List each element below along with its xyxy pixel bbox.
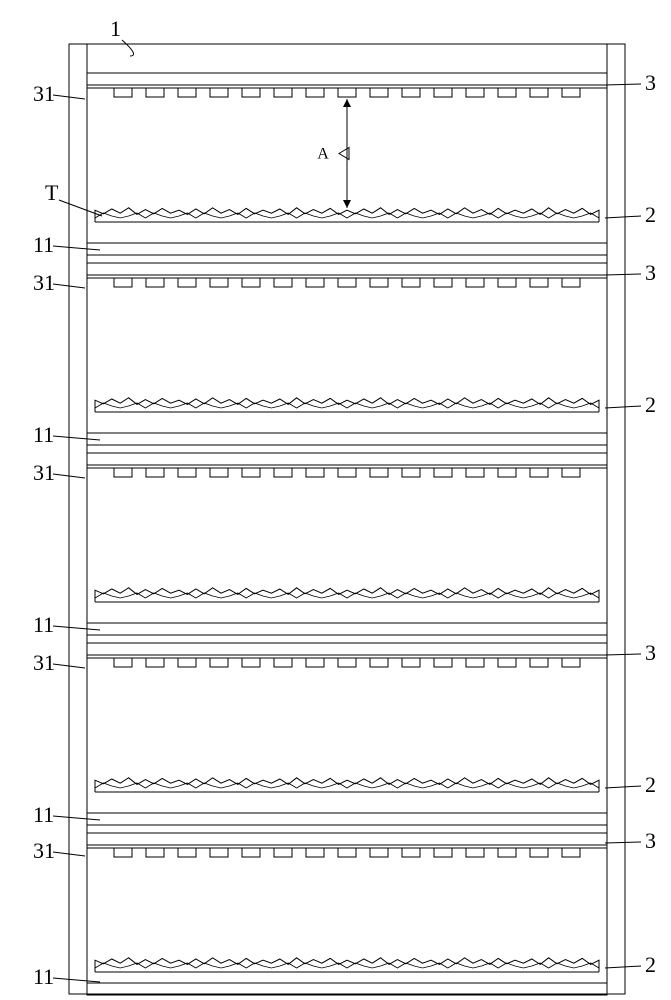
- label-text: 3: [645, 828, 656, 853]
- top-plate: [87, 263, 607, 275]
- top-plate: [87, 833, 607, 845]
- label-text: 31: [33, 270, 55, 295]
- shelf-plate: [87, 983, 607, 995]
- callout-R3a: 3: [605, 70, 656, 95]
- label-text: 31: [33, 460, 55, 485]
- label-text: 31: [33, 81, 55, 106]
- left-labels: 1 31 T 11 31 11 31 11 31 11 31 11: [33, 16, 134, 989]
- top-plate: [87, 73, 607, 85]
- callout-R2e: 2: [605, 952, 656, 977]
- callout-L31b: 31: [33, 270, 85, 295]
- material-tray: [95, 398, 599, 412]
- section-2: [87, 263, 607, 445]
- label-text: 3: [645, 640, 656, 665]
- material-texture-2: [95, 403, 599, 408]
- material-tray: [95, 588, 599, 602]
- right-labels: 3 2 3 2 3 2 3 2: [605, 70, 656, 977]
- shelf-plate: [87, 623, 607, 635]
- callout-R2c: 2: [605, 772, 656, 797]
- label-text: 11: [33, 232, 54, 257]
- material-texture-2: [95, 213, 599, 218]
- led-bar: [87, 468, 607, 477]
- label-text: 2: [645, 772, 656, 797]
- label-text: 2: [645, 952, 656, 977]
- shelf-plate: [87, 813, 607, 825]
- callout-L31c: 31: [33, 460, 85, 485]
- led-bar: [87, 88, 607, 97]
- section-1: A: [87, 73, 607, 255]
- label-text: 11: [33, 964, 54, 989]
- callout-L31e: 31: [33, 838, 85, 863]
- material-texture: [95, 778, 599, 792]
- label-text: 11: [33, 802, 54, 827]
- label-text: 31: [33, 650, 55, 675]
- callout-LT: T: [45, 180, 102, 216]
- callout-L11d: 11: [33, 802, 100, 827]
- callout-L11c: 11: [33, 612, 100, 637]
- callout-L31d: 31: [33, 650, 85, 675]
- label-text: 11: [33, 612, 54, 637]
- label-text: 3: [645, 70, 656, 95]
- material-texture: [95, 398, 599, 412]
- material-texture-2: [95, 593, 599, 598]
- label-text: 31: [33, 838, 55, 863]
- material-texture-2: [95, 963, 599, 968]
- section-3: [87, 453, 607, 635]
- callout-L11e: 11: [33, 964, 100, 989]
- material-tray: [95, 778, 599, 792]
- callout-R2a: 2: [605, 202, 656, 227]
- callout-L11a: 11: [33, 232, 100, 257]
- shelf-plate: [87, 433, 607, 445]
- callout-L31a: 31: [33, 81, 85, 106]
- shelf-plate: [87, 243, 607, 255]
- section-5: [87, 833, 607, 995]
- dimension-arrow: A: [317, 99, 351, 208]
- callout-R3c: 3: [605, 640, 656, 665]
- top-plate: [87, 643, 607, 655]
- material-texture: [95, 958, 599, 972]
- callout-R2b: 2: [605, 392, 656, 417]
- arrow-label: A: [317, 146, 329, 163]
- led-bar: [87, 278, 607, 287]
- label-text: 2: [645, 392, 656, 417]
- material-tray: [95, 208, 599, 222]
- material-texture: [95, 208, 599, 222]
- led-bar: [87, 848, 607, 857]
- label-text: 11: [33, 422, 54, 447]
- material-texture-2: [95, 783, 599, 788]
- label-text: 3: [645, 260, 656, 285]
- callout-L11b: 11: [33, 422, 100, 447]
- label-text: T: [45, 180, 59, 205]
- material-texture: [95, 588, 599, 602]
- callout-R3b: 3: [605, 260, 656, 285]
- top-plate: [87, 453, 607, 465]
- material-tray: [95, 958, 599, 972]
- section-4: [87, 643, 607, 825]
- label-text: 1: [110, 16, 121, 41]
- label-text: 2: [645, 202, 656, 227]
- callout-L1: 1: [110, 16, 134, 56]
- callout-R3d: 3: [605, 828, 656, 853]
- led-bar: [87, 658, 607, 667]
